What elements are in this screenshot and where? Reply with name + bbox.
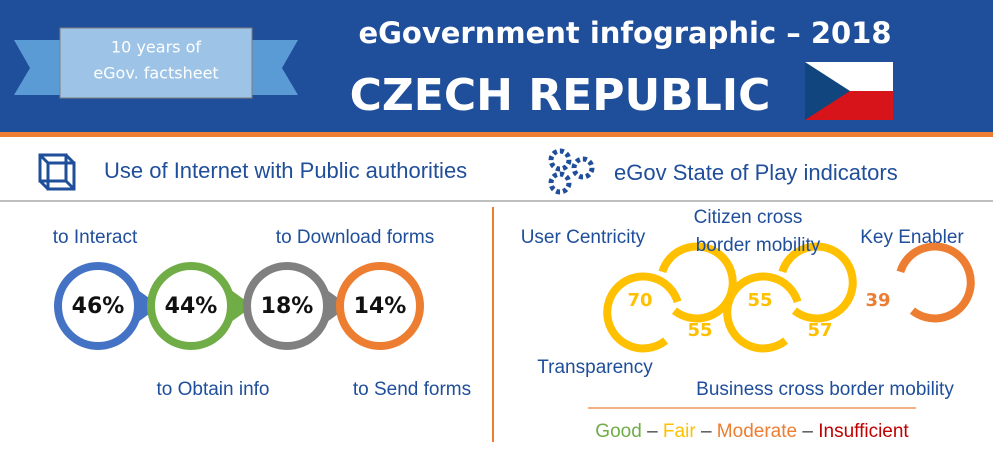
country: CZECH REPUBLIC [350,70,771,121]
indicator-label: Key Enabler [860,227,964,248]
item-value: 44% [165,294,218,319]
legend-separator: – [802,421,813,442]
legend-separator: – [647,421,658,442]
indicator-label: Business cross border mobility [696,379,954,400]
indicator-label: Citizen cross [694,207,803,228]
header-rule [0,132,993,137]
indicators: 70 55 55 57 39 [603,242,975,353]
legend-moderate: Moderate [717,421,797,442]
item-label: to Send forms [353,379,471,400]
indicator-value: 57 [807,320,832,341]
arc [603,272,682,353]
arc [896,242,975,323]
item-label: to Download forms [276,227,434,248]
arc [658,242,737,323]
ribbon [59,27,253,99]
flag-blue [805,62,850,120]
indicator-label: Transparency [537,357,653,378]
internet-use: 46% 44% 18% 14% [54,262,424,350]
item-value: 18% [261,294,314,319]
legend-separator: – [701,421,712,442]
gears-icon [548,148,595,195]
indicator-label: border mobility [696,235,821,256]
badge: 10 years of eGov. factsheet [14,27,298,99]
item-label: to Obtain info [156,379,269,400]
title: eGovernment infographic – 2018 [358,16,891,50]
badge-line: eGov. factsheet [93,64,218,83]
item-label: to Interact [53,227,138,248]
flag [805,62,893,120]
legend-good: Good [595,421,641,442]
arc [723,272,802,353]
arrow [231,290,253,322]
section-title: eGov State of Play indicators [614,160,898,185]
legend: Good – Fair – Moderate – Insufficient [595,421,909,442]
ring [336,262,424,350]
item-value: 46% [72,294,125,319]
item-value: 14% [354,294,407,319]
indicator-value: 55 [747,290,772,311]
arc [778,242,857,323]
indicator-value: 39 [865,290,890,311]
indicator-value: 55 [687,320,712,341]
indicator-value: 70 [627,290,652,311]
badge-line: 10 years of [111,38,201,57]
section-title: Use of Internet with Public authorities [104,158,467,183]
legend-insufficient: Insufficient [818,421,909,442]
legend-fair: Fair [663,421,696,442]
network-icon [38,153,76,191]
indicator-label: User Centricity [521,227,646,248]
